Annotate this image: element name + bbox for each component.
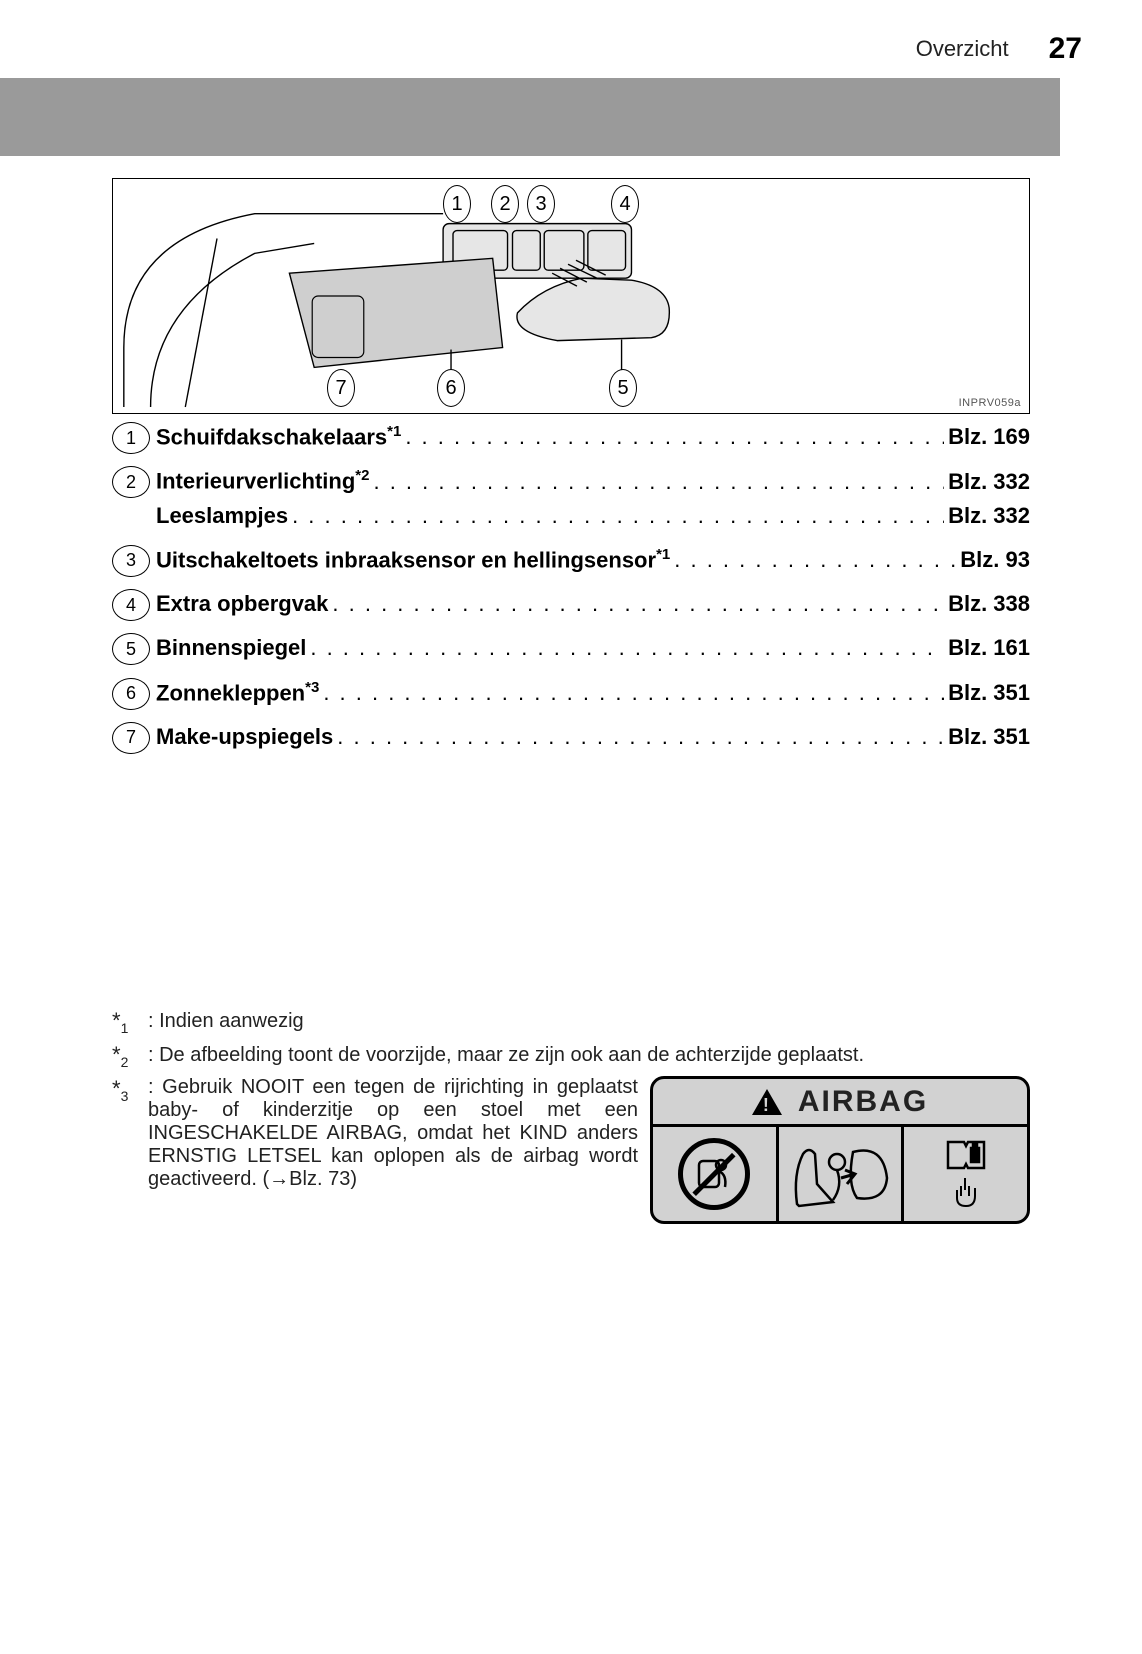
list-number: 3 [112, 545, 150, 577]
footnote-mark: *2 [112, 1042, 148, 1070]
header: Overzicht 27 [916, 32, 1082, 66]
leader-dots [405, 420, 944, 454]
list-body: Interieurverlichting*2 Blz. 332Leeslampj… [156, 464, 1030, 533]
list-label: Leeslampjes [156, 499, 288, 533]
callout-3: 3 [527, 185, 555, 223]
airbag-header: AIRBAG [653, 1079, 1027, 1127]
list-line: Uitschakeltoets inbraaksensor en helling… [156, 543, 1030, 577]
airbag-manual-cell [904, 1127, 1027, 1221]
list-page-ref: Blz. 332 [948, 499, 1030, 533]
footnote-mark: *1 [112, 1008, 148, 1036]
list-label: Uitschakeltoets inbraaksensor en helling… [156, 543, 670, 577]
index-list: 1Schuifdakschakelaars*1 Blz. 1692Interie… [112, 420, 1030, 764]
airbag-pictograms [653, 1127, 1027, 1221]
list-body: Make-upspiegels Blz. 351 [156, 720, 1030, 754]
list-body: Zonnekleppen*3 Blz. 351 [156, 676, 1030, 710]
grey-header-bar [0, 78, 1060, 156]
airbag-title: AIRBAG [798, 1085, 928, 1119]
list-number: 5 [112, 633, 150, 665]
callout-7: 7 [327, 369, 355, 407]
leader-dots [332, 587, 944, 621]
list-label: Zonnekleppen*3 [156, 676, 319, 710]
list-page-ref: Blz. 332 [948, 465, 1030, 499]
list-line: Binnenspiegel Blz. 161 [156, 631, 1030, 665]
callout-2: 2 [491, 185, 519, 223]
airbag-prohibit-cell [653, 1127, 779, 1221]
footnote-3: *3 : Gebruik NOOIT een tegen de rijricht… [112, 1076, 1030, 1224]
list-superscript: *2 [355, 467, 369, 484]
seat-airbag-icon [785, 1134, 895, 1214]
list-row: 6Zonnekleppen*3 Blz. 351 [112, 676, 1030, 710]
manual-icon [944, 1138, 988, 1172]
footnotes: *1 : Indien aanwezig *2 : De afbeelding … [112, 1008, 1030, 1230]
page-number: 27 [1049, 32, 1082, 66]
leader-dots [373, 465, 944, 499]
list-line: Leeslampjes Blz. 332 [156, 499, 1030, 533]
airbag-deploy-cell [779, 1127, 905, 1221]
list-body: Extra opbergvak Blz. 338 [156, 587, 1030, 621]
list-superscript: *1 [656, 546, 670, 563]
list-label: Make-upspiegels [156, 720, 333, 754]
list-row: 3Uitschakeltoets inbraaksensor en hellin… [112, 543, 1030, 577]
list-number: 7 [112, 722, 150, 754]
list-label: Binnenspiegel [156, 631, 306, 665]
leader-dots [310, 631, 944, 665]
list-page-ref: Blz. 161 [948, 631, 1030, 665]
list-line: Make-upspiegels Blz. 351 [156, 720, 1030, 754]
list-number: 2 [112, 466, 150, 498]
overhead-console-diagram: 1 2 3 4 7 6 5 INPRV059a [112, 178, 1030, 414]
leader-dots [674, 543, 956, 577]
list-label: Schuifdakschakelaars*1 [156, 420, 401, 454]
list-body: Schuifdakschakelaars*1 Blz. 169 [156, 420, 1030, 454]
list-row: 1Schuifdakschakelaars*1 Blz. 169 [112, 420, 1030, 454]
list-superscript: *3 [305, 679, 319, 696]
airbag-warning-label: AIRBAG [650, 1076, 1030, 1224]
footnote-text: : Gebruik NOOIT een tegen de rijrichting… [148, 1076, 638, 1191]
footnote-mark: *3 [112, 1076, 148, 1104]
callout-4: 4 [611, 185, 639, 223]
footnote-text: : De afbeelding toont de voorzijde, maar… [148, 1042, 1030, 1069]
list-row: 4Extra opbergvak Blz. 338 [112, 587, 1030, 621]
list-row: 2Interieurverlichting*2 Blz. 332Leeslamp… [112, 464, 1030, 533]
callout-6: 6 [437, 369, 465, 407]
list-number: 6 [112, 678, 150, 710]
list-number: 1 [112, 422, 150, 454]
list-superscript: *1 [387, 423, 401, 440]
footnote-1: *1 : Indien aanwezig [112, 1008, 1030, 1036]
section-title: Overzicht [916, 36, 1009, 62]
list-page-ref: Blz. 351 [948, 676, 1030, 710]
list-label: Extra opbergvak [156, 587, 328, 621]
list-row: 7Make-upspiegels Blz. 351 [112, 720, 1030, 754]
hand-point-icon [951, 1176, 981, 1210]
callout-5: 5 [609, 369, 637, 407]
list-page-ref: Blz. 169 [948, 420, 1030, 454]
list-label: Interieurverlichting*2 [156, 464, 369, 498]
list-body: Binnenspiegel Blz. 161 [156, 631, 1030, 665]
footnote-2: *2 : De afbeelding toont de voorzijde, m… [112, 1042, 1030, 1070]
diagram-svg [113, 179, 1029, 413]
warning-triangle-icon [752, 1089, 782, 1115]
list-line: Interieurverlichting*2 Blz. 332 [156, 464, 1030, 498]
leader-dots [323, 676, 944, 710]
prohibit-icon [678, 1138, 750, 1210]
callout-1: 1 [443, 185, 471, 223]
list-page-ref: Blz. 338 [948, 587, 1030, 621]
list-line: Zonnekleppen*3 Blz. 351 [156, 676, 1030, 710]
list-number: 4 [112, 589, 150, 621]
leader-dots [337, 720, 944, 754]
list-page-ref: Blz. 93 [960, 543, 1030, 577]
list-body: Uitschakeltoets inbraaksensor en helling… [156, 543, 1030, 577]
leader-dots [292, 499, 944, 533]
manual-page: Overzicht 27 [0, 0, 1142, 1654]
list-page-ref: Blz. 351 [948, 720, 1030, 754]
footnote-text: : Indien aanwezig [148, 1008, 1030, 1035]
diagram-code: INPRV059a [959, 397, 1021, 409]
list-line: Extra opbergvak Blz. 338 [156, 587, 1030, 621]
list-row: 5Binnenspiegel Blz. 161 [112, 631, 1030, 665]
list-line: Schuifdakschakelaars*1 Blz. 169 [156, 420, 1030, 454]
